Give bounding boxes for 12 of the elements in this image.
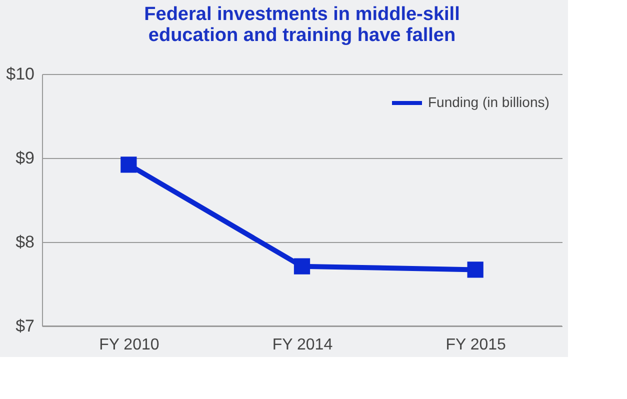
point <box>294 258 310 274</box>
chart-title: Federal investments in middle-skill education and training have fallen <box>144 4 460 46</box>
y-tick-label: $8 <box>16 232 34 252</box>
x-tick-label: FY 2010 <box>99 336 160 354</box>
y-tick-label: $9 <box>16 148 34 168</box>
x-tick-label: FY 2014 <box>272 336 333 354</box>
point <box>120 156 137 173</box>
legend-label: Funding (in billions) <box>428 94 550 110</box>
y-tick-label: $10 <box>6 64 34 84</box>
y-tick-label: $7 <box>16 316 34 336</box>
x-tick-label: FY 2015 <box>446 336 506 354</box>
point <box>467 262 484 278</box>
